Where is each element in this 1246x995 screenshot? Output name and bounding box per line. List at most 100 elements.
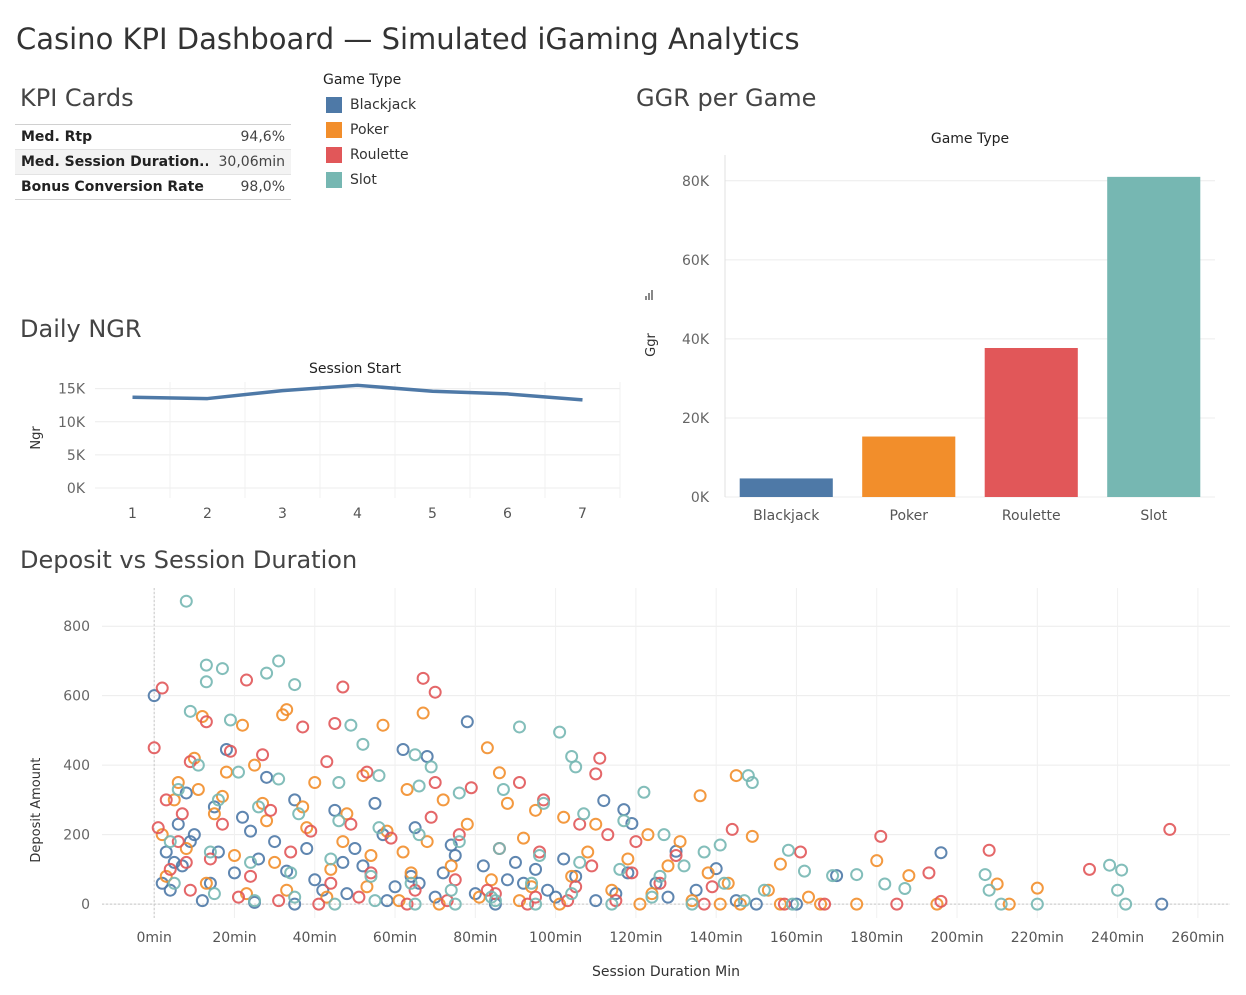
deposit-point: [360, 880, 374, 894]
deposit-point: [444, 859, 458, 873]
deposit-point: [717, 876, 731, 890]
deposit-point: [147, 741, 161, 755]
deposit-point: [697, 897, 711, 911]
deposit-point: [424, 810, 438, 824]
ngr-xtick-label: 6: [503, 506, 512, 522]
deposit-point: [372, 769, 386, 783]
ngr-ytick-label: 10K: [58, 415, 86, 431]
deposit-point: [308, 776, 322, 790]
deposit-point: [388, 880, 402, 894]
deposit-point: [613, 862, 627, 876]
deposit-point: [324, 852, 338, 866]
deposit-point: [235, 810, 249, 824]
deposit-point: [223, 713, 237, 727]
kpi-value: 94,6%: [207, 124, 291, 150]
deposit-xtick-label: 180min: [850, 930, 903, 946]
deposit-point: [890, 897, 904, 911]
deposit-point: [179, 594, 193, 608]
ggr-bar: [739, 478, 833, 497]
deposit-xtick-label: 240min: [1091, 930, 1144, 946]
ggr-ytick-label: 60K: [682, 253, 710, 269]
deposit-point: [400, 897, 414, 911]
deposit-point: [380, 894, 394, 908]
deposit-point: [814, 897, 828, 911]
legend-item-blackjack[interactable]: Blackjack: [323, 92, 483, 117]
deposit-point: [171, 835, 185, 849]
deposit-point: [533, 845, 547, 859]
deposit-ytick-label: 800: [63, 619, 90, 635]
deposit-point: [356, 737, 370, 751]
deposit-point: [199, 715, 213, 729]
deposit-point: [850, 897, 864, 911]
ngr-header: Session Start: [309, 361, 402, 377]
deposit-point: [673, 835, 687, 849]
deposit-point: [1030, 897, 1044, 911]
deposit-point: [300, 821, 314, 835]
deposit-point: [215, 817, 229, 831]
deposit-point: [525, 876, 539, 890]
ngr-xtick-label: 1: [128, 506, 137, 522]
ggr-header: Game Type: [931, 131, 1009, 147]
deposit-point: [625, 866, 639, 880]
deposit-point: [248, 758, 262, 772]
deposit-point: [332, 814, 346, 828]
deposit-point: [199, 876, 213, 890]
deposit-point: [328, 897, 342, 911]
deposit-point: [464, 781, 478, 795]
deposit-point: [565, 887, 579, 901]
deposit-point: [408, 748, 422, 762]
deposit-point: [183, 835, 197, 849]
deposit-point: [244, 869, 258, 883]
legend-item-poker[interactable]: Poker: [323, 117, 483, 142]
kpi-label: Med. Session Duration..: [15, 149, 208, 175]
deposit-point: [629, 835, 643, 849]
deposit-point: [685, 894, 699, 908]
legend-label: Blackjack: [350, 96, 417, 113]
deposit-point: [496, 782, 510, 796]
deposit-point: [605, 897, 619, 911]
deposit-point: [512, 776, 526, 790]
deposit-point: [284, 845, 298, 859]
ngr-series-line: [132, 383, 583, 402]
deposit-point: [151, 821, 165, 835]
deposit-point: [553, 725, 567, 739]
deposit-point: [348, 842, 362, 856]
legend-item-roulette[interactable]: Roulette: [323, 142, 483, 167]
deposit-point: [569, 760, 583, 774]
deposit-point: [163, 835, 177, 849]
deposit-point: [557, 852, 571, 866]
deposit-point: [408, 897, 422, 911]
ggr-xtick-label: Blackjack: [753, 508, 820, 524]
deposit-point: [741, 769, 755, 783]
kpi-row: Bonus Conversion Rate 98,0%: [15, 174, 291, 200]
deposit-point: [207, 887, 221, 901]
deposit-point: [288, 793, 302, 807]
deposit-point: [529, 862, 543, 876]
deposit-point: [320, 755, 334, 769]
deposit-point: [183, 883, 197, 897]
deposit-point: [697, 845, 711, 859]
deposit-point: [195, 894, 209, 908]
deposit-point: [850, 868, 864, 882]
deposit-point: [902, 869, 916, 883]
deposit-point: [308, 873, 322, 887]
deposit-ytick-label: 0: [81, 897, 90, 913]
deposit-point: [248, 894, 262, 908]
deposit-point: [324, 876, 338, 890]
ngr-line-chart: Session Start 0K 5K 10K 15K 1 2 3 4 5 6 7 Ngr: [29, 361, 621, 522]
deposit-point: [159, 845, 173, 859]
deposit-point: [689, 883, 703, 897]
ngr-ytick-label: 5K: [67, 448, 86, 464]
deposit-point: [328, 716, 342, 730]
deposit-ytick-label: 600: [63, 689, 90, 705]
deposit-point: [436, 793, 450, 807]
deposit-point: [492, 766, 506, 780]
deposit-point: [159, 793, 173, 807]
legend-item-slot[interactable]: Slot: [323, 167, 483, 192]
deposit-point: [573, 855, 587, 869]
deposit-point: [745, 829, 759, 843]
deposit-point: [219, 765, 233, 779]
deposit-point: [922, 866, 936, 880]
deposit-ytick-label: 400: [63, 758, 90, 774]
deposit-point: [408, 883, 422, 897]
